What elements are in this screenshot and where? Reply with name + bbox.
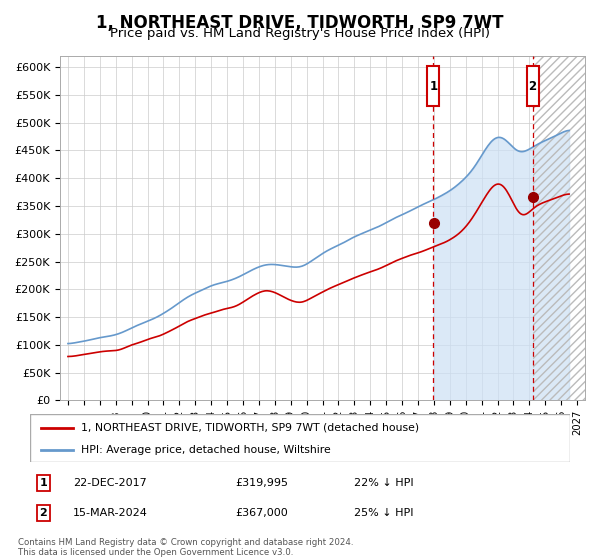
Bar xyxy=(533,56,585,400)
FancyBboxPatch shape xyxy=(30,414,570,462)
Text: Contains HM Land Registry data © Crown copyright and database right 2024.
This d: Contains HM Land Registry data © Crown c… xyxy=(18,538,353,557)
Text: 1, NORTHEAST DRIVE, TIDWORTH, SP9 7WT: 1, NORTHEAST DRIVE, TIDWORTH, SP9 7WT xyxy=(96,14,504,32)
Text: 22% ↓ HPI: 22% ↓ HPI xyxy=(354,478,413,488)
Text: 15-MAR-2024: 15-MAR-2024 xyxy=(73,508,148,518)
Text: Price paid vs. HM Land Registry's House Price Index (HPI): Price paid vs. HM Land Registry's House … xyxy=(110,27,490,40)
Text: 1: 1 xyxy=(40,478,47,488)
FancyBboxPatch shape xyxy=(527,66,539,106)
Text: 25% ↓ HPI: 25% ↓ HPI xyxy=(354,508,413,518)
Text: 2: 2 xyxy=(529,80,537,93)
Text: 2: 2 xyxy=(40,508,47,518)
Text: 1, NORTHEAST DRIVE, TIDWORTH, SP9 7WT (detached house): 1, NORTHEAST DRIVE, TIDWORTH, SP9 7WT (d… xyxy=(82,423,419,433)
Text: 22-DEC-2017: 22-DEC-2017 xyxy=(73,478,147,488)
Text: £319,995: £319,995 xyxy=(235,478,288,488)
Text: £367,000: £367,000 xyxy=(235,508,288,518)
Text: 1: 1 xyxy=(430,80,437,93)
Text: HPI: Average price, detached house, Wiltshire: HPI: Average price, detached house, Wilt… xyxy=(82,445,331,455)
FancyBboxPatch shape xyxy=(427,66,439,106)
